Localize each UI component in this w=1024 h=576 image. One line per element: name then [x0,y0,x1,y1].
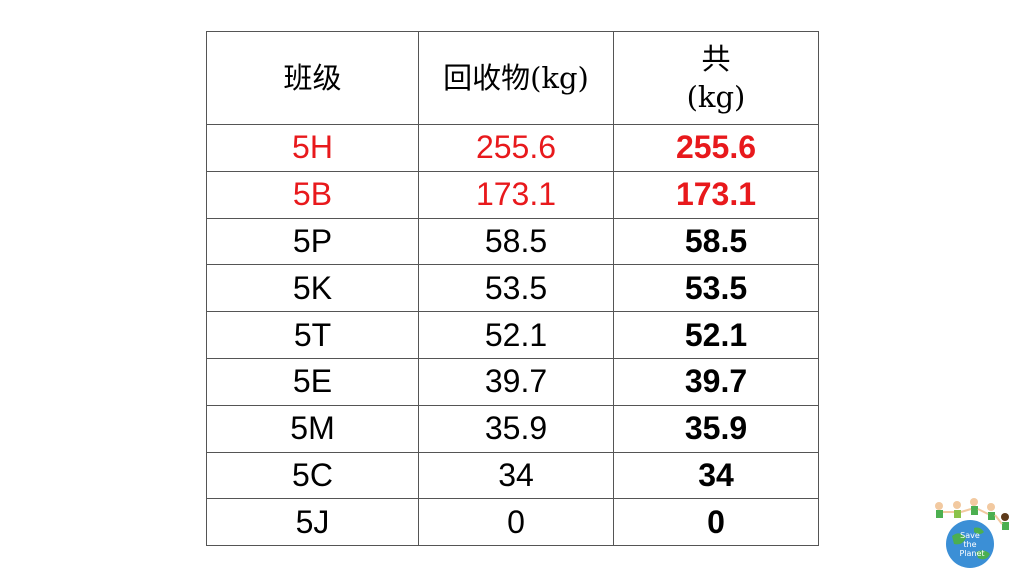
recycled-cell: 39.7 [418,357,614,406]
recycled-cell: 255.6 [418,124,614,172]
header-row: 班级 回收物(kg) 共 (kg) [206,31,819,125]
total-cell: 52.1 [613,311,819,359]
table-row: 5H 255.6 255.6 [206,124,819,172]
recycled-cell: 34 [418,451,614,500]
svg-text:the: the [963,540,976,549]
total-cell: 0 [613,498,819,547]
table-row: 5J 0 0 [206,498,819,547]
class-cell: 5M [206,404,419,453]
class-cell: 5P [206,217,419,266]
total-cell: 173.1 [613,170,819,219]
table-row: 5B 173.1 173.1 [206,170,819,219]
recycling-table: 班级 回收物(kg) 共 (kg) 5H 255.6 255.6 5B 173.1 173.… [206,31,819,547]
total-cell: 53.5 [613,264,819,313]
total-cell: 58.5 [613,217,819,266]
total-cell: 255.6 [613,124,819,172]
table-row: 5E 39.7 39.7 [206,357,819,406]
recycled-cell: 58.5 [418,217,614,266]
recycled-cell: 35.9 [418,404,614,453]
save-the-planet-logo: Save the Planet [935,498,1009,568]
class-cell: 5E [206,357,419,406]
table-row: 5C 34 34 [206,451,819,500]
table-row: 5T 52.1 52.1 [206,311,819,359]
header-total: 共 (kg) [613,31,819,125]
table-row: 5M 35.9 35.9 [206,404,819,453]
class-cell: 5B [206,170,419,219]
table-row: 5P 58.5 58.5 [206,217,819,266]
class-cell: 5H [206,124,419,172]
svg-text:Planet: Planet [959,549,984,558]
class-cell: 5K [206,264,419,313]
class-cell: 5T [206,311,419,359]
total-cell: 34 [613,451,819,500]
recycled-cell: 53.5 [418,264,614,313]
recycled-cell: 173.1 [418,170,614,219]
header-recycled: 回收物(kg) [418,31,614,125]
recycled-cell: 0 [418,498,614,547]
recycled-cell: 52.1 [418,311,614,359]
header-class: 班级 [206,31,419,125]
total-cell: 39.7 [613,357,819,406]
class-cell: 5J [206,498,419,547]
svg-text:Save: Save [960,531,980,540]
total-cell: 35.9 [613,404,819,453]
table-row: 5K 53.5 53.5 [206,264,819,313]
class-cell: 5C [206,451,419,500]
